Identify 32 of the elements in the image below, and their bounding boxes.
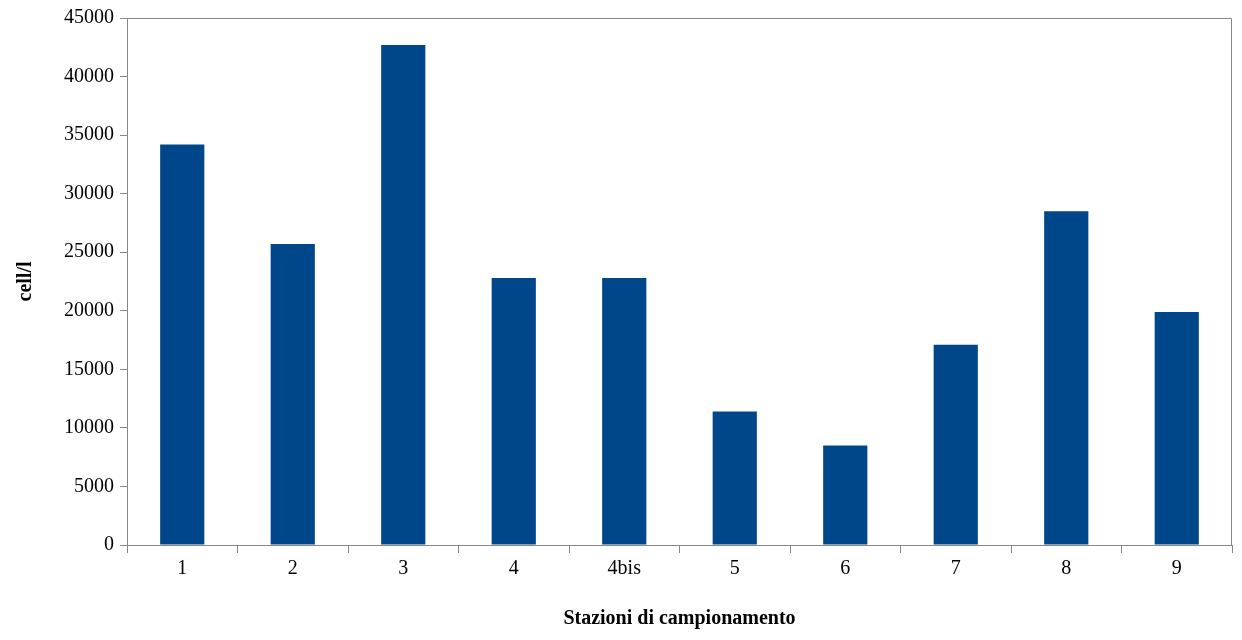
bar: [1154, 311, 1199, 545]
x-tick-label: 4bis: [607, 556, 642, 579]
bar: [823, 445, 868, 545]
bar: [933, 344, 978, 545]
x-tick-label: 6: [840, 556, 851, 579]
x-tick-label: 9: [1171, 556, 1182, 579]
x-tick-label: 8: [1061, 556, 1072, 579]
x-tick-label: 1: [177, 556, 188, 579]
x-tick-label: 4: [508, 556, 519, 579]
x-axis-title: Stazioni di campionamento: [563, 606, 796, 630]
bar: [160, 144, 205, 545]
bar: [270, 244, 315, 545]
bar: [491, 277, 536, 545]
x-tick-label: 5: [729, 556, 740, 579]
x-tick-label: 7: [950, 556, 961, 579]
y-tick-label: 15000: [64, 356, 114, 379]
y-tick-label: 20000: [64, 298, 114, 321]
y-tick-label: 10000: [64, 415, 114, 438]
y-tick-label: 0: [104, 532, 114, 555]
bar: [712, 411, 757, 545]
y-tick-label: 45000: [64, 5, 114, 28]
x-tick-label: 2: [287, 556, 298, 579]
y-tick-label: 5000: [74, 473, 114, 496]
bar: [381, 44, 426, 545]
bar: [602, 277, 647, 545]
y-tick-label: 40000: [64, 63, 114, 86]
y-tick-label: 35000: [64, 122, 114, 145]
y-tick-label: 30000: [64, 180, 114, 203]
x-tick-label: 3: [398, 556, 409, 579]
bar: [1044, 211, 1089, 545]
y-tick-label: 25000: [64, 239, 114, 262]
y-axis-title: cell/l: [13, 261, 36, 302]
